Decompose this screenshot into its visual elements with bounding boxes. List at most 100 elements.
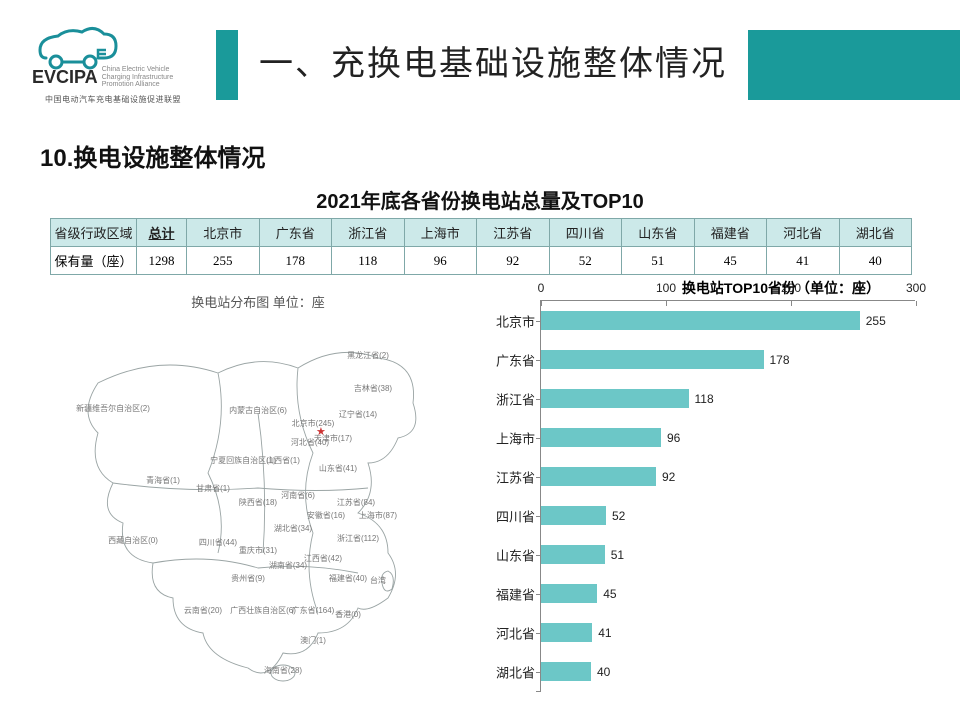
td-val: 51 <box>622 247 695 275</box>
map-title: 换电站分布图 单位：座 <box>58 292 458 311</box>
bar-value: 178 <box>770 353 790 367</box>
td-val: 118 <box>332 247 405 275</box>
th-col: 浙江省 <box>332 219 405 247</box>
map-region-label: 贵州省(9) <box>231 573 265 583</box>
map-region-label: 香港(0) <box>335 609 361 619</box>
map-region-label: 湖南省(34) <box>269 560 308 570</box>
bar-label: 北京市 <box>483 311 535 330</box>
bar-value: 255 <box>866 314 886 328</box>
page-subtitle: 2021年底各省份换电站总量及TOP10 <box>0 185 960 214</box>
td-total: 1298 <box>137 247 187 275</box>
map-region-label: 西藏自治区(0) <box>108 535 158 545</box>
bar-value: 45 <box>603 587 616 601</box>
logo-cn-sub: 中国电动汽车充电基础设施促进联盟 <box>28 95 198 105</box>
th-col: 四川省 <box>549 219 622 247</box>
th-total: 总计 <box>137 219 187 247</box>
map-region-label: 宁夏回族自治区(1) <box>210 455 276 465</box>
map-region-label: 河南省(6) <box>281 490 315 500</box>
map-region-label: 江西省(42) <box>304 553 343 563</box>
map-region-label: 福建省(40) <box>329 573 368 583</box>
map-region-label: 吉林省(38) <box>354 383 393 393</box>
th-region: 省级行政区域 <box>51 219 137 247</box>
province-table: 省级行政区域 总计 北京市 广东省 浙江省 上海市 江苏省 四川省 山东省 福建… <box>50 218 912 275</box>
bar-label: 四川省 <box>483 506 535 525</box>
table-value-row: 保有量（座） 1298 255 178 118 96 92 52 51 45 4… <box>51 247 912 275</box>
map-region-label: 广东省(164) <box>292 605 335 615</box>
bar-row: 上海市96 <box>541 418 915 457</box>
china-map: 换电站分布图 单位：座 ★ 黑龙江省(2)吉林省(38)辽宁省(14)新疆维吾尔… <box>58 292 458 692</box>
bar-row: 河北省41 <box>541 613 915 652</box>
logo-acronym: EVCIPA <box>32 67 98 88</box>
x-tick-label: 0 <box>538 281 545 295</box>
bar-label: 江苏省 <box>483 467 535 486</box>
bar-chart: 换电站TOP10省份（单位：座） 0100200300 北京市255广东省178… <box>482 278 920 698</box>
bar-value: 52 <box>612 509 625 523</box>
th-col: 山东省 <box>622 219 695 247</box>
map-region-label: 江苏省(84) <box>337 497 376 507</box>
bar <box>541 584 597 603</box>
bar-row: 江苏省92 <box>541 457 915 496</box>
map-region-label: 河北省(40) <box>291 437 330 447</box>
td-val: 178 <box>259 247 332 275</box>
td-val: 40 <box>839 247 912 275</box>
map-region-label: 辽宁省(14) <box>339 409 378 419</box>
td-val: 92 <box>477 247 550 275</box>
map-region-label: 云南省(20) <box>184 605 223 615</box>
x-axis-ticks: 0100200300 <box>541 281 915 301</box>
bar-value: 92 <box>662 470 675 484</box>
map-region-label: 重庆市(31) <box>239 545 278 555</box>
bar-row: 广东省178 <box>541 340 915 379</box>
th-col: 北京市 <box>187 219 260 247</box>
map-region-label: 陕西省(18) <box>239 497 278 507</box>
td-val: 45 <box>694 247 767 275</box>
map-region-label: 广西壮族自治区(6) <box>230 605 296 615</box>
map-region-label: 安徽省(16) <box>307 510 346 520</box>
map-region-label: 黑龙江省(2) <box>347 350 389 360</box>
th-col: 湖北省 <box>839 219 912 247</box>
bar <box>541 506 606 525</box>
bar <box>541 350 764 369</box>
bar-row: 四川省52 <box>541 496 915 535</box>
bar-row: 湖北省40 <box>541 652 915 691</box>
bar-label: 福建省 <box>483 584 535 603</box>
td-val: 52 <box>549 247 622 275</box>
bar <box>541 311 860 330</box>
bar-label: 浙江省 <box>483 389 535 408</box>
bar-value: 40 <box>597 665 610 679</box>
bar-label: 上海市 <box>483 428 535 447</box>
map-svg: ★ 黑龙江省(2)吉林省(38)辽宁省(14)新疆维吾尔自治区(2)内蒙古自治区… <box>58 313 458 693</box>
bar <box>541 623 592 642</box>
map-region-label: 北京市(245) <box>292 418 335 428</box>
x-tick-label: 300 <box>906 281 926 295</box>
x-tick-label: 100 <box>656 281 676 295</box>
map-region-label: 湖北省(34) <box>274 523 313 533</box>
bar-label: 湖北省 <box>483 662 535 681</box>
bar-value: 118 <box>695 392 714 406</box>
x-tick-mark <box>916 301 917 306</box>
bar-value: 96 <box>667 431 680 445</box>
map-region-label: 新疆维吾尔自治区(2) <box>76 403 150 413</box>
map-region-label: 台湾 <box>370 575 386 585</box>
table-header-row: 省级行政区域 总计 北京市 广东省 浙江省 上海市 江苏省 四川省 山东省 福建… <box>51 219 912 247</box>
th-col: 福建省 <box>694 219 767 247</box>
bar-label: 河北省 <box>483 623 535 642</box>
bar <box>541 545 605 564</box>
map-region-label: 山东省(41) <box>319 463 358 473</box>
section-heading: 10.换电设施整体情况 <box>40 138 265 173</box>
td-val: 41 <box>767 247 840 275</box>
bar <box>541 662 591 681</box>
map-region-label: 内蒙古自治区(6) <box>229 405 287 415</box>
bar <box>541 389 689 408</box>
bar-value: 51 <box>611 548 624 562</box>
td-val: 96 <box>404 247 477 275</box>
bar-label: 山东省 <box>483 545 535 564</box>
evcipa-logo: EVCIPA China Electric Vehicle Charging I… <box>28 20 198 105</box>
map-region-label: 青海省(1) <box>146 475 180 485</box>
th-col: 江苏省 <box>477 219 550 247</box>
map-region-label: 澳门(1) <box>300 635 326 645</box>
th-col: 河北省 <box>767 219 840 247</box>
logo-en-2: Charging Infrastructure <box>102 74 174 81</box>
bar-row: 北京市255 <box>541 301 915 340</box>
header-title: 一、充换电基础设施整体情况 <box>238 30 748 100</box>
th-col: 广东省 <box>259 219 332 247</box>
